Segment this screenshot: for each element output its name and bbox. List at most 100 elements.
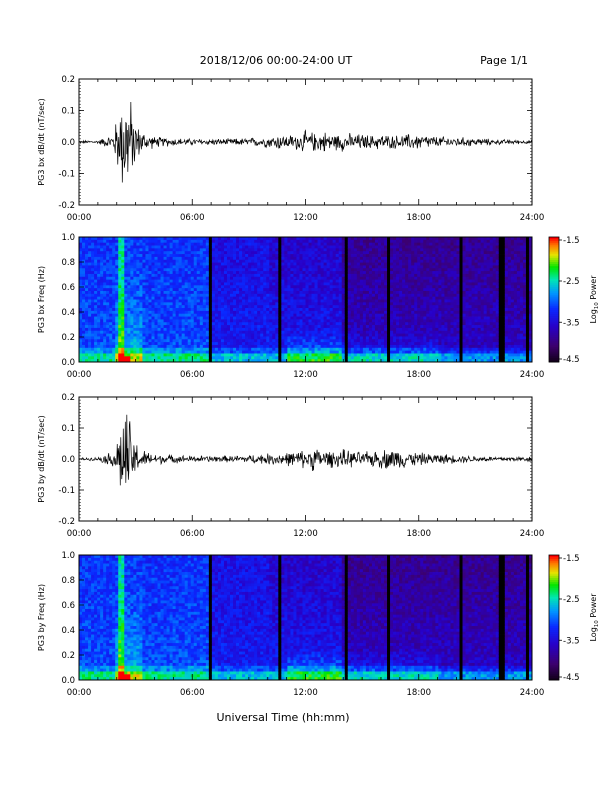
spectrogram-cell	[187, 239, 192, 244]
spectrogram-cell	[190, 296, 195, 300]
spectrogram-cell	[205, 310, 210, 315]
spectrogram-cell	[139, 350, 143, 354]
spectrogram-cell	[405, 316, 409, 320]
spectrogram-cell	[405, 347, 409, 352]
spectrogram-cell	[257, 356, 261, 360]
spectrogram-cell	[133, 256, 137, 261]
spectrogram-cell	[362, 305, 367, 309]
spectrogram-cell	[236, 254, 240, 258]
spectrogram-cell	[317, 285, 321, 289]
spectrogram-cell	[314, 342, 318, 346]
spectrogram-cell	[169, 254, 174, 258]
spectrogram-cell	[127, 276, 131, 281]
spectrogram-cell	[242, 262, 246, 266]
spectrogram-cell	[85, 242, 89, 246]
spectrogram-cell	[181, 347, 186, 352]
spectrogram-cell	[85, 310, 89, 315]
spectrogram-cell	[91, 242, 95, 246]
spectrogram-cell	[181, 336, 186, 340]
spectrogram-cell	[121, 330, 125, 334]
spectrogram-cell	[314, 299, 318, 303]
spectrogram-cell	[103, 325, 107, 329]
spectrogram-cell	[381, 254, 385, 258]
spectrogram-cell	[326, 313, 331, 317]
spectrogram-cell	[260, 344, 264, 349]
spectrogram-cell	[106, 256, 110, 261]
spectrogram-cell	[208, 308, 213, 312]
spectrogram-cell	[196, 288, 201, 292]
spectrogram-cell	[251, 308, 255, 312]
spectrogram-cell	[220, 359, 225, 363]
spectrogram-cell	[350, 313, 355, 317]
spectrogram-cell	[136, 276, 140, 281]
spectrogram-cell	[85, 336, 89, 340]
spectrogram-cell	[311, 254, 315, 258]
spectrogram-cell	[184, 293, 189, 298]
spectrogram-cell	[187, 279, 192, 283]
spectrogram-cell	[226, 242, 231, 246]
spectrogram-cell	[100, 344, 104, 349]
spectrogram-cell	[317, 319, 321, 323]
spectrogram-cell	[356, 259, 361, 263]
spectrogram-cell	[82, 305, 86, 309]
spectrogram-cell	[124, 322, 128, 326]
spectrogram-cell	[359, 256, 364, 261]
spectrogram-cell	[317, 288, 321, 292]
spectrogram-cell	[202, 279, 207, 283]
spectrogram-cell	[154, 237, 158, 241]
spectrogram-cell	[85, 279, 89, 283]
spectrogram-cell	[193, 285, 198, 289]
spectrogram-cell	[142, 313, 146, 317]
spectrogram-cell	[82, 279, 86, 283]
spectrogram-cell	[408, 344, 412, 349]
spectrogram-cell	[287, 330, 291, 334]
spectrogram-cell	[329, 333, 334, 337]
spectrogram-cell	[124, 256, 128, 261]
spectrogram-cell	[245, 316, 249, 320]
spectrogram-cell	[145, 288, 149, 292]
spectrogram-cell	[338, 359, 343, 363]
spectrogram-cell	[233, 347, 237, 352]
spectrogram-cell	[278, 259, 282, 263]
spectrogram-cell	[341, 339, 346, 343]
spectrogram-cell	[157, 342, 161, 346]
spectrogram-cell	[390, 299, 394, 303]
spectrogram-cell	[196, 319, 201, 323]
spectrogram-cell	[287, 316, 291, 320]
spectrogram-cell	[230, 296, 234, 300]
spectrogram-cell	[251, 282, 255, 286]
spectrogram-cell	[305, 356, 309, 360]
spectrogram-cell	[338, 273, 343, 278]
spectrogram-cell	[293, 276, 297, 281]
spectrogram-cell	[121, 285, 125, 289]
spectrogram-cell	[257, 353, 261, 357]
spectrogram-cell	[399, 316, 403, 320]
spectrogram-cell	[284, 282, 288, 286]
spectrogram-cell	[91, 305, 95, 309]
spectrogram-cell	[287, 239, 291, 244]
spectrogram-cell	[299, 339, 303, 343]
spectrogram-cell	[217, 259, 222, 263]
spectrogram-cell	[278, 302, 282, 306]
spectrogram-cell	[91, 322, 95, 326]
spectrogram-cell	[97, 316, 101, 320]
spectrogram-cell	[208, 239, 213, 244]
spectrogram-cell	[405, 350, 409, 354]
spectrogram-cell	[160, 279, 164, 283]
spectrogram-cell	[368, 271, 373, 275]
spectrogram-cell	[239, 251, 243, 255]
spectrogram-cell	[236, 322, 240, 326]
spectrogram-cell	[172, 353, 177, 357]
spectrogram-cell	[133, 282, 137, 286]
spectrogram-cell	[103, 339, 107, 343]
spectrogram-cell	[254, 310, 258, 315]
spectrogram-cell	[296, 316, 300, 320]
spectrogram-cell	[142, 237, 146, 241]
spectrogram-cell	[384, 254, 388, 258]
spectrogram-cell	[175, 293, 180, 298]
spectrogram-cell	[184, 282, 189, 286]
spectrogram-cell	[329, 350, 334, 354]
spectrogram-cell	[202, 330, 207, 334]
spectrogram-cell	[320, 242, 325, 246]
spectrogram-cell	[187, 325, 192, 329]
